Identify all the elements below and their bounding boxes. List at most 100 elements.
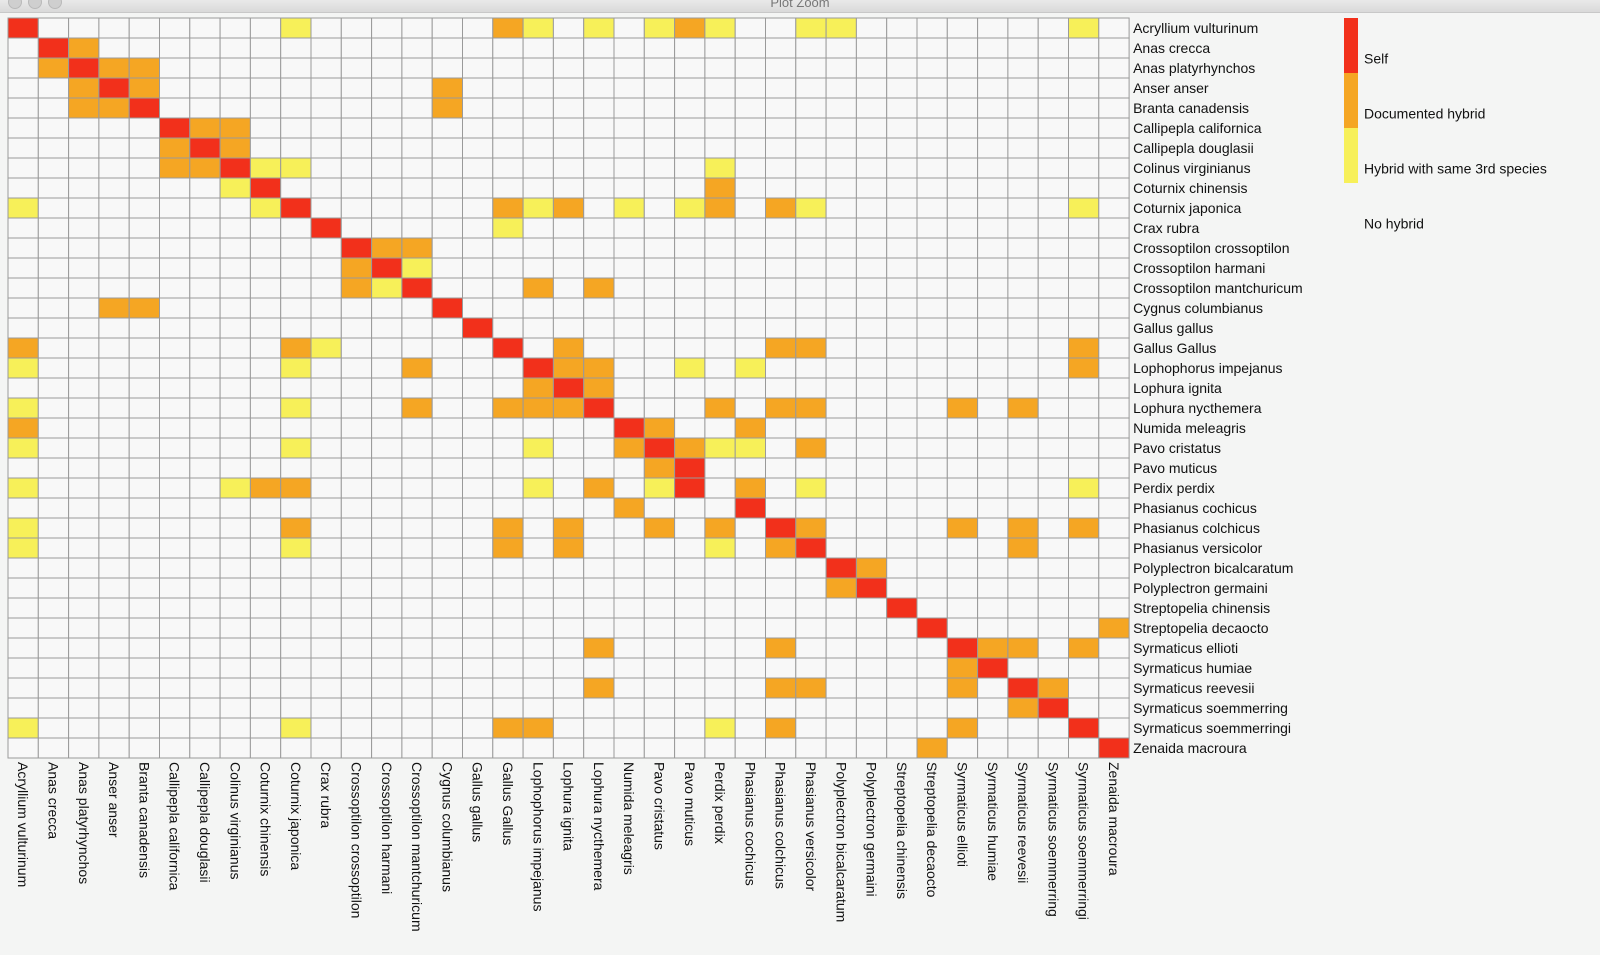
- heatmap-cell-none: [1007, 577, 1039, 599]
- heatmap-cell-none: [128, 217, 160, 239]
- heatmap-cell-none: [977, 217, 1009, 239]
- heatmap-cell-none: [68, 557, 100, 579]
- heatmap-cell-none: [886, 637, 918, 659]
- heatmap-cell-none: [219, 577, 251, 599]
- heatmap-cell-self: [401, 277, 433, 299]
- heatmap-cell-none: [1068, 557, 1100, 579]
- heatmap-cell-none: [98, 117, 130, 139]
- heatmap-cell-none: [401, 477, 433, 499]
- heatmap-cell-none: [946, 117, 979, 139]
- heatmap-cell-none: [643, 77, 676, 99]
- heatmap-cell-third: [704, 537, 736, 559]
- heatmap-cell-none: [431, 17, 464, 39]
- heatmap-cell-none: [68, 297, 100, 319]
- heatmap-cell-none: [159, 357, 191, 379]
- heatmap-cell-none: [583, 197, 615, 219]
- zoom-window-button[interactable]: [48, 0, 62, 9]
- heatmap-cell-none: [522, 317, 554, 339]
- heatmap-cell-none: [159, 577, 191, 599]
- heatmap-cell-none: [795, 157, 827, 179]
- heatmap-cell-none: [674, 257, 706, 279]
- heatmap-cell-third: [249, 157, 282, 179]
- heatmap-cell-none: [522, 97, 554, 119]
- heatmap-cell-none: [189, 277, 221, 299]
- heatmap-cell-none: [522, 597, 554, 619]
- row-label: Perdix perdix: [1133, 480, 1215, 496]
- heatmap-cell-none: [1037, 737, 1069, 759]
- heatmap-cell-none: [946, 457, 979, 479]
- heatmap-cell-documented: [583, 677, 615, 699]
- heatmap-cell-none: [159, 717, 191, 739]
- heatmap-cell-none: [674, 217, 706, 239]
- heatmap-cell-none: [734, 57, 767, 79]
- heatmap-cell-none: [613, 597, 645, 619]
- heatmap-cell-none: [462, 37, 494, 59]
- legend-label: Hybrid with same 3rd species: [1364, 161, 1547, 177]
- heatmap-cell-none: [1037, 297, 1069, 319]
- heatmap-cell-third: [7, 717, 39, 739]
- heatmap-cell-none: [886, 357, 918, 379]
- heatmap-cell-none: [704, 97, 736, 119]
- heatmap-cell-none: [1068, 677, 1100, 699]
- row-label: Coturnix japonica: [1133, 200, 1241, 216]
- heatmap-cell-none: [37, 17, 70, 39]
- heatmap-cell-self: [1068, 717, 1100, 739]
- heatmap-cell-self: [249, 177, 282, 199]
- heatmap-cell-none: [340, 297, 373, 319]
- row-label: Polyplectron bicalcaratum: [1133, 560, 1293, 576]
- row-label: Crossoptilon crossoptilon: [1133, 240, 1289, 256]
- heatmap-cell-none: [98, 337, 130, 359]
- heatmap-cell-none: [98, 457, 130, 479]
- heatmap-cell-none: [7, 617, 39, 639]
- heatmap-cell-none: [1098, 277, 1130, 299]
- minimize-window-button[interactable]: [28, 0, 42, 9]
- heatmap-cell-none: [37, 297, 70, 319]
- heatmap-cell-none: [98, 557, 130, 579]
- heatmap-cell-none: [916, 457, 948, 479]
- heatmap-cell-third: [674, 197, 706, 219]
- heatmap-cell-none: [795, 457, 827, 479]
- heatmap-cell-none: [613, 357, 645, 379]
- heatmap-cell-none: [68, 697, 100, 719]
- heatmap-cell-none: [916, 117, 948, 139]
- row-label: Phasianus versicolor: [1133, 540, 1263, 556]
- heatmap-cell-none: [462, 497, 494, 519]
- heatmap-cell-none: [37, 97, 70, 119]
- heatmap-cell-none: [855, 417, 888, 439]
- legend: Self Documented hybrid Hybrid with same 3r…: [1344, 18, 1547, 232]
- heatmap-cell-none: [7, 497, 39, 519]
- heatmap-cell-none: [704, 77, 736, 99]
- heatmap-cell-none: [310, 317, 342, 339]
- heatmap-cell-none: [7, 597, 39, 619]
- heatmap-cell-none: [401, 217, 433, 239]
- heatmap-cell-none: [704, 237, 736, 259]
- heatmap-cell-none: [98, 637, 130, 659]
- close-window-button[interactable]: [8, 0, 22, 9]
- heatmap-cell-none: [340, 17, 373, 39]
- heatmap-cell-none: [583, 217, 615, 239]
- heatmap-cell-none: [371, 357, 403, 379]
- column-label: Syrmaticus humiae: [985, 762, 1001, 881]
- heatmap-cell-documented: [128, 57, 160, 79]
- heatmap-cell-none: [825, 657, 857, 679]
- heatmap-cell-none: [643, 57, 676, 79]
- heatmap-cell-self: [1037, 697, 1069, 719]
- heatmap-cell-none: [704, 57, 736, 79]
- heatmap-cell-none: [795, 97, 827, 119]
- heatmap-cell-none: [916, 277, 948, 299]
- heatmap-cell-none: [189, 617, 221, 639]
- legend-swatch: [1344, 128, 1358, 183]
- heatmap-cell-none: [946, 37, 979, 59]
- heatmap-cell-self: [855, 577, 888, 599]
- heatmap-cell-none: [522, 737, 554, 759]
- heatmap-cell-none: [159, 697, 191, 719]
- heatmap-cell-none: [371, 397, 403, 419]
- heatmap-cell-none: [1007, 137, 1039, 159]
- heatmap-cell-none: [159, 57, 191, 79]
- heatmap-cell-none: [765, 237, 797, 259]
- heatmap-cell-none: [1037, 657, 1069, 679]
- heatmap-cell-none: [552, 37, 585, 59]
- heatmap-cell-none: [1037, 257, 1069, 279]
- heatmap-cell-none: [462, 597, 494, 619]
- heatmap-cell-none: [795, 37, 827, 59]
